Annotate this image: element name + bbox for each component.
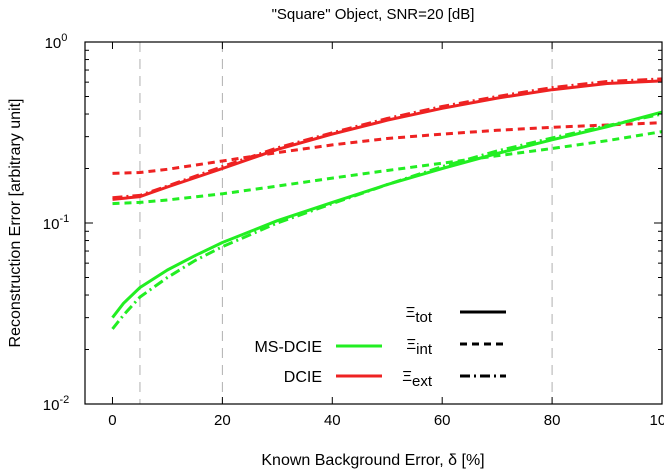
x-tick-label: 80 — [544, 412, 561, 429]
y-axis-label: Reconstruction Error [arbitrary unit] — [7, 99, 24, 348]
y-tick-label: 100 — [45, 32, 68, 52]
axis-ticks: 0 20 40 60 80 100 10-2 10-1 100 — [43, 32, 664, 429]
legend-label-dcie: DCIE — [284, 369, 322, 386]
x-tick-label: 20 — [214, 412, 231, 429]
series-dcie-solid — [112, 79, 663, 201]
x-tick-label: 0 — [108, 412, 116, 429]
x-tick-label: 100 — [649, 412, 664, 429]
legend-label-tot: Ξtot — [406, 304, 433, 326]
legend-label-ext: Ξext — [402, 368, 433, 390]
chart-title: "Square" Object, SNR=20 [dB] — [272, 6, 475, 23]
x-axis-label: Known Background Error, δ [%] — [261, 452, 484, 469]
series-ms-dcie-solid — [111, 110, 663, 319]
y-tick-label: 10-1 — [43, 213, 69, 233]
series-lines — [111, 77, 663, 330]
y-tick-label: 10-2 — [43, 394, 69, 414]
series-dcie-dashed — [112, 121, 663, 175]
reference-lines — [139, 42, 553, 404]
series-dcie-dashdot — [112, 77, 663, 200]
series-ms-dcie-dashdot — [111, 112, 663, 330]
legend: MS-DCIE DCIE Ξtot Ξint Ξext — [254, 304, 506, 390]
series-ms-dcie-dashed — [112, 130, 663, 206]
x-tick-label: 40 — [324, 412, 341, 429]
legend-label-int: Ξint — [406, 336, 432, 358]
plot-frame — [84, 41, 663, 405]
legend-label-ms-dcie: MS-DCIE — [254, 339, 322, 356]
x-tick-label: 60 — [434, 412, 451, 429]
